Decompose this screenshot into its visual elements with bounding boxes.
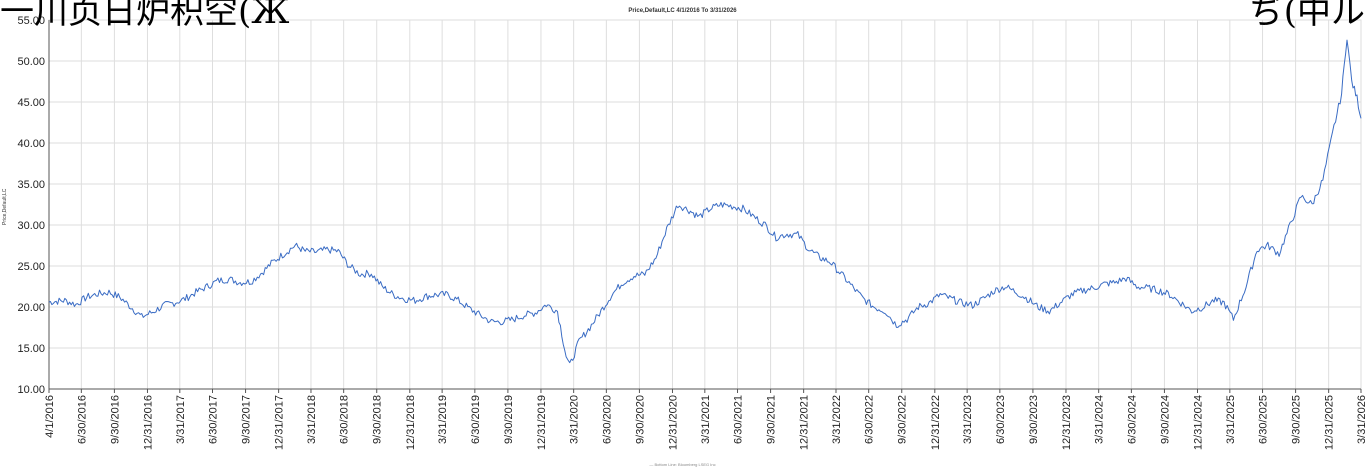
x-tick-label: 12/31/2019 (536, 395, 548, 450)
y-tick-label: 20.00 (17, 302, 45, 314)
x-tick-label: 9/30/2018 (372, 395, 384, 444)
x-tick-label: 3/31/2023 (962, 395, 974, 444)
header-text-left: 一川页日炉积空(Ж (0, 0, 290, 32)
x-tick-label: 3/31/2021 (700, 395, 712, 444)
x-tick-label: 3/31/2020 (569, 395, 581, 444)
x-tick-label: 12/31/2016 (142, 395, 154, 450)
x-tick-label: 3/31/2025 (1225, 395, 1237, 444)
y-tick-label: 15.00 (17, 343, 45, 355)
x-tick-label: 6/30/2022 (864, 395, 876, 444)
x-tick-label: 12/31/2023 (1061, 395, 1073, 450)
x-tick-label: 9/30/2019 (503, 395, 515, 444)
y-tick-label: 55.00 (17, 15, 45, 27)
x-tick-label: 6/30/2019 (470, 395, 482, 444)
x-tick-label: 9/30/2022 (897, 395, 909, 444)
x-tick-label: 9/30/2016 (109, 395, 121, 444)
y-tick-label: 35.00 (17, 179, 45, 191)
x-tick-label: 3/31/2026 (1356, 395, 1365, 444)
x-tick-label: 6/30/2017 (208, 395, 220, 444)
x-tick-label: 6/30/2024 (1126, 395, 1138, 444)
x-tick-label: 12/31/2020 (667, 395, 679, 450)
price-series-line (48, 39, 1362, 364)
y-tick-label: 30.00 (17, 220, 45, 232)
x-tick-label: 12/31/2017 (274, 395, 286, 450)
x-tick-label: 4/1/2016 (44, 395, 56, 438)
x-tick-label: 12/31/2018 (405, 395, 417, 450)
y-tick-label: 10.00 (17, 384, 45, 396)
x-tick-label: 6/30/2021 (733, 395, 745, 444)
x-tick-label: 3/31/2022 (831, 395, 843, 444)
y-tick-label: 50.00 (17, 56, 45, 68)
x-tick-label: 3/31/2019 (437, 395, 449, 444)
x-tick-label: 9/30/2023 (1028, 395, 1040, 444)
x-tick-label: 6/30/2025 (1258, 395, 1270, 444)
x-tick-label: 3/31/2017 (175, 395, 187, 444)
x-tick-label: 12/31/2022 (930, 395, 942, 450)
x-tick-label: 6/30/2018 (339, 395, 351, 444)
x-tick-label: 9/30/2025 (1291, 395, 1303, 444)
y-tick-label: 45.00 (17, 97, 45, 109)
y-tick-label: 25.00 (17, 261, 45, 273)
x-tick-label: 9/30/2024 (1159, 395, 1171, 444)
y-axis-label: Price,Default,LC (2, 188, 8, 225)
x-tick-label: 9/30/2020 (634, 395, 646, 444)
x-tick-label: 3/31/2018 (306, 395, 318, 444)
x-tick-label: 12/31/2021 (799, 395, 811, 450)
x-tick-label: 3/31/2024 (1094, 395, 1106, 444)
x-tick-label: 6/30/2016 (76, 395, 88, 444)
y-tick-label: 40.00 (17, 138, 45, 150)
header-text-right: ぢ(中ル (1249, 0, 1365, 32)
x-tick-label: 9/30/2021 (766, 395, 778, 444)
x-tick-label: 6/30/2020 (601, 395, 613, 444)
footnote: — Bottom Line: Bloomberg LSEG Inc (649, 462, 716, 467)
x-tick-label: 12/31/2025 (1324, 395, 1336, 450)
chart-title: Price,Default,LC 4/1/2016 To 3/31/2026 (628, 8, 737, 14)
x-tick-label: 9/30/2017 (241, 395, 253, 444)
x-tick-label: 6/30/2023 (995, 395, 1007, 444)
x-tick-label: 12/31/2024 (1192, 395, 1204, 450)
